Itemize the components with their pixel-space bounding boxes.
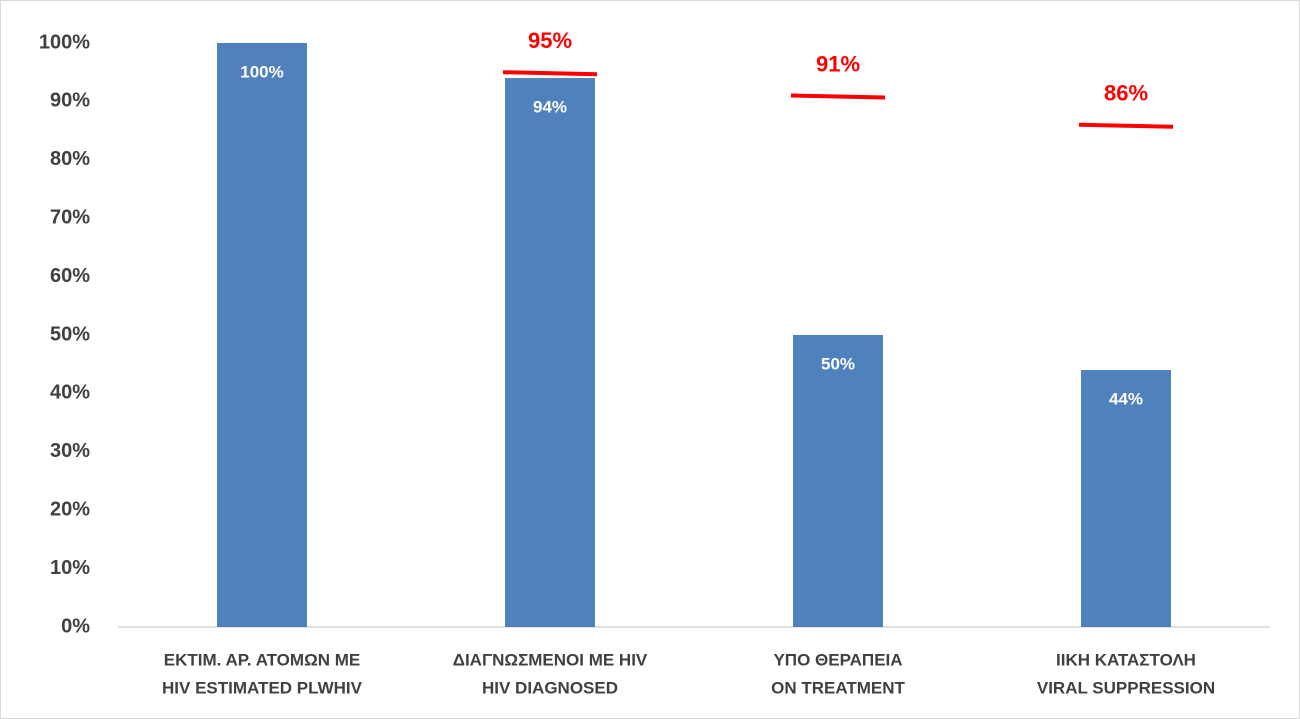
- target-line: [502, 70, 598, 77]
- target-label: 91%: [816, 51, 860, 76]
- x-tick-label: ΥΠΟ ΘΕΡΑΠΕΙΑ: [773, 650, 902, 669]
- x-tick-label: HIV ESTIMATED PLWHIV: [162, 678, 363, 697]
- y-tick-label: 60%: [50, 265, 90, 287]
- target-label: 86%: [1104, 81, 1148, 106]
- x-tick-label: ΙΙΚΗ ΚΑΤΑΣΤΟΛΗ: [1056, 650, 1196, 669]
- y-tick-label: 100%: [39, 31, 90, 53]
- x-tick-label: HIV DIAGNOSED: [482, 678, 618, 697]
- y-tick-label: 70%: [50, 206, 90, 228]
- value-label: 94%: [533, 98, 567, 117]
- y-tick-label: 20%: [50, 498, 90, 520]
- target-line: [790, 93, 886, 100]
- y-tick-label: 80%: [50, 148, 90, 170]
- bar: [1081, 370, 1171, 627]
- bar: [217, 43, 307, 627]
- y-tick-label: 40%: [50, 382, 90, 404]
- x-tick-label: ΕΚΤΙΜ. ΑΡ. ΑΤΟΜΩΝ ΜΕ: [164, 650, 360, 669]
- value-label: 50%: [821, 354, 855, 373]
- x-tick-label: ΔΙΑΓΝΩΣΜΕΝΟΙ ΜΕ HIV: [453, 650, 648, 669]
- y-tick-label: 90%: [50, 90, 90, 112]
- value-label: 100%: [240, 62, 283, 81]
- value-label: 44%: [1109, 390, 1143, 409]
- bar: [793, 335, 883, 627]
- x-tick-label: VIRAL SUPPRESSION: [1037, 678, 1215, 697]
- y-tick-label: 30%: [50, 440, 90, 462]
- y-tick-label: 0%: [61, 615, 90, 637]
- target-label: 95%: [528, 28, 572, 53]
- x-tick-label: ON TREATMENT: [771, 678, 905, 697]
- bar: [505, 78, 595, 628]
- y-tick-label: 10%: [50, 557, 90, 579]
- y-tick-label: 50%: [50, 323, 90, 345]
- target-line: [1078, 122, 1174, 129]
